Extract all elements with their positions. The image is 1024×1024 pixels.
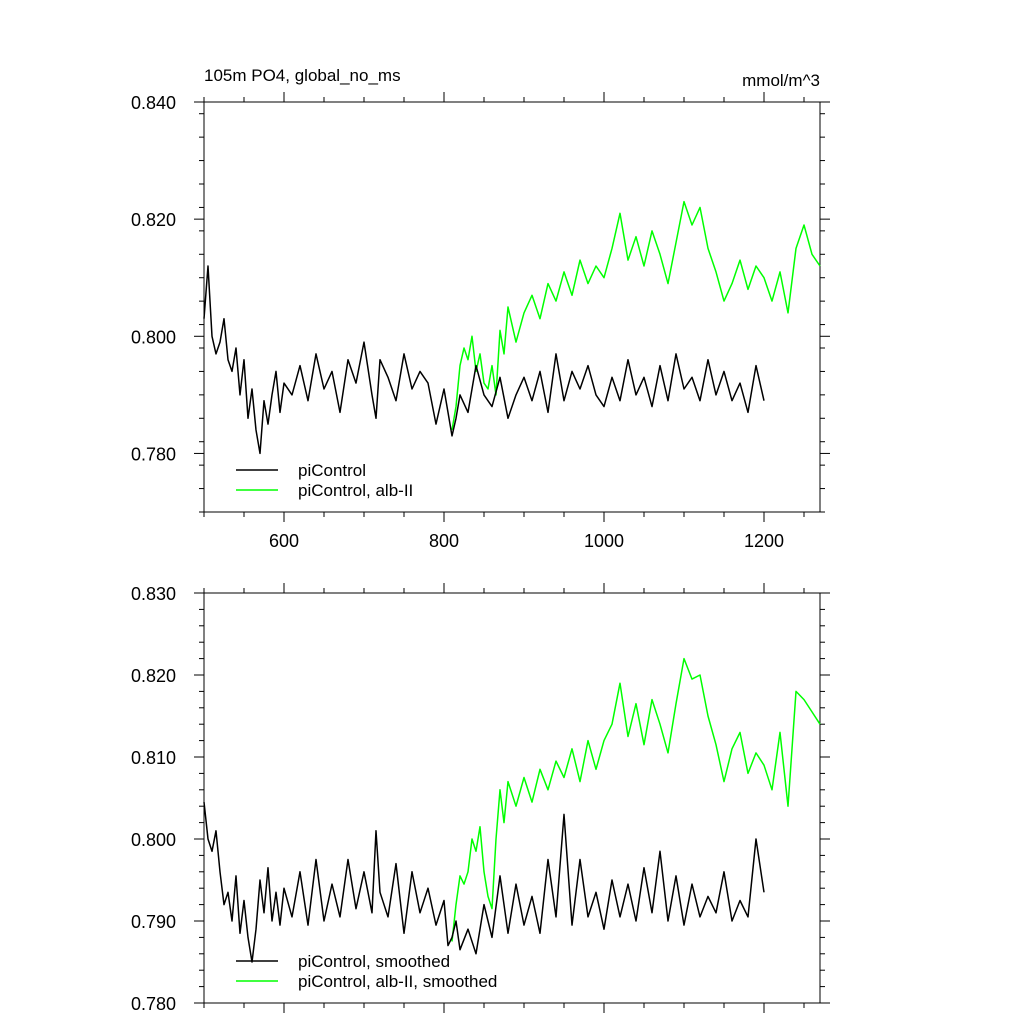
panel-2-series <box>203 657 821 963</box>
legend-label-picontrol: piControl <box>298 461 366 480</box>
series-picontrol-alb-ii-smoothed <box>451 657 821 942</box>
legend-label-picontrol-smoothed: piControl, smoothed <box>298 952 450 971</box>
chart-title: 105m PO4, global_no_ms <box>204 66 401 85</box>
panel-2-legend: piControl, smoothed piControl, alb-II, s… <box>236 952 497 991</box>
y-tick-label: 0.790 <box>131 912 176 932</box>
y-tick-label: 0.830 <box>131 584 176 604</box>
y-tick-label: 0.800 <box>131 327 176 347</box>
panel-2-frame <box>203 592 821 1004</box>
legend-label-alb-smoothed: piControl, alb-II, smoothed <box>298 972 497 991</box>
y-tick-label: 0.820 <box>131 666 176 686</box>
y-tick-label: 0.810 <box>131 748 176 768</box>
series-picontrol-alb-ii <box>451 200 821 431</box>
x-tick-label-600: 600 <box>269 531 299 551</box>
y-tick-label: 0.840 <box>131 93 176 113</box>
panel-1-legend: piControl piControl, alb-II <box>236 461 413 500</box>
panel-2-ticks: 0.780 0.790 0.800 0.810 0.820 0.830 <box>131 583 830 1014</box>
panel-1-frame <box>203 101 821 513</box>
series-picontrol-smoothed <box>203 802 765 963</box>
panel-1-series <box>203 200 821 455</box>
y-tick-label: 0.780 <box>131 994 176 1014</box>
y-tick-label: 0.800 <box>131 830 176 850</box>
y-tick-label: 0.820 <box>131 210 176 230</box>
series-picontrol <box>203 265 765 455</box>
x-tick-label-1000: 1000 <box>584 531 624 551</box>
panel-1-ticks: 600 800 1000 1200 0.780 0.800 0.820 0.840 <box>131 92 830 551</box>
x-tick-label-1200: 1200 <box>744 531 784 551</box>
legend-label-alb: piControl, alb-II <box>298 481 413 500</box>
units-label: mmol/m^3 <box>742 71 820 90</box>
y-tick-label: 0.780 <box>131 444 176 464</box>
x-tick-label-800: 800 <box>429 531 459 551</box>
